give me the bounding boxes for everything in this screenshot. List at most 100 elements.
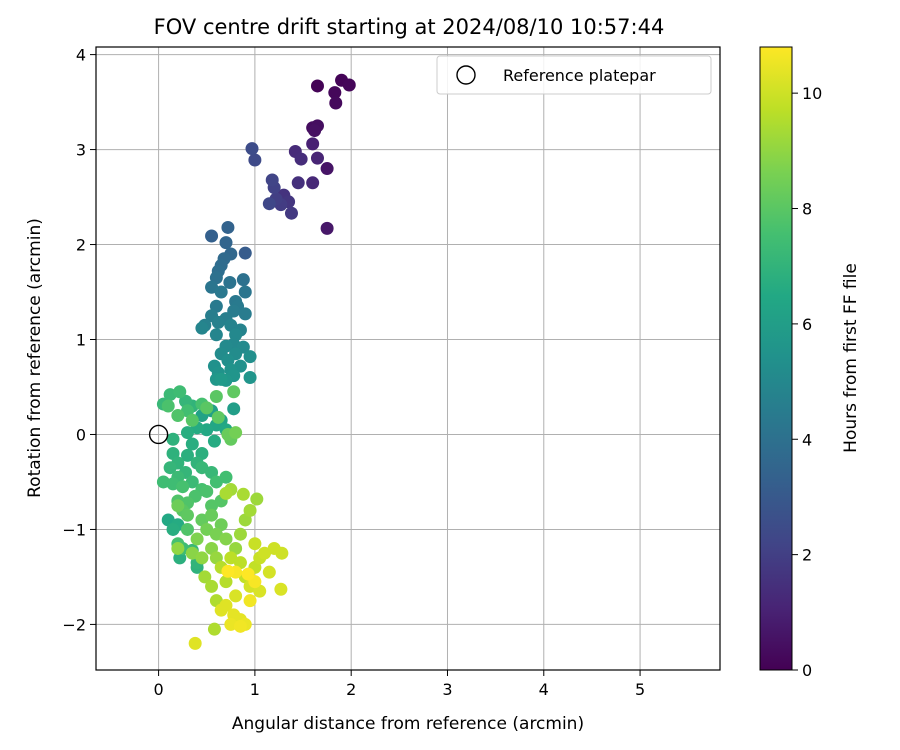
data-point xyxy=(190,532,204,546)
data-point xyxy=(291,176,305,190)
data-point xyxy=(265,173,279,187)
data-point xyxy=(274,582,288,596)
data-point xyxy=(163,461,177,475)
data-point xyxy=(219,575,233,589)
y-axis-label: Rotation from reference (arcmin) xyxy=(25,218,45,498)
y-tick-label: 4 xyxy=(76,46,86,65)
colorbar-label: Hours from first FF file xyxy=(841,263,861,453)
data-points xyxy=(156,73,356,650)
data-point xyxy=(236,273,250,287)
data-point xyxy=(224,617,238,631)
data-point xyxy=(195,321,209,335)
data-point xyxy=(173,385,187,399)
data-point xyxy=(320,221,334,235)
data-point xyxy=(219,532,233,546)
data-point xyxy=(180,448,194,462)
legend: Reference platepar xyxy=(436,55,712,95)
colorbar-tick-label: 8 xyxy=(802,200,812,219)
data-point xyxy=(258,546,272,560)
data-point xyxy=(200,522,214,536)
data-point xyxy=(198,570,212,584)
data-point xyxy=(328,86,342,100)
legend-reference-marker xyxy=(456,65,476,85)
data-point xyxy=(188,636,202,650)
data-point xyxy=(221,220,235,234)
data-point xyxy=(238,285,252,299)
data-point xyxy=(262,197,276,211)
plot-frame xyxy=(95,46,721,671)
y-tick-label: 3 xyxy=(76,141,86,160)
data-point xyxy=(207,622,221,636)
x-axis-ticks: 0 1 2 3 4 5 xyxy=(153,670,645,699)
data-point xyxy=(207,434,221,448)
data-point xyxy=(243,370,257,384)
data-point xyxy=(209,328,223,342)
data-point xyxy=(221,564,235,578)
data-point xyxy=(241,567,255,581)
data-point xyxy=(308,124,322,138)
data-point xyxy=(185,437,199,451)
reference-marker xyxy=(148,424,169,445)
data-point xyxy=(180,508,194,522)
x-tick-label: 4 xyxy=(539,680,549,699)
data-point xyxy=(243,350,257,364)
x-tick-label: 3 xyxy=(442,680,452,699)
data-point xyxy=(185,475,199,489)
data-point xyxy=(185,546,199,560)
data-point xyxy=(238,246,252,260)
data-point xyxy=(233,527,247,541)
data-point xyxy=(306,137,320,151)
colorbar-tick-label: 2 xyxy=(802,546,812,565)
grid xyxy=(96,47,720,670)
data-point xyxy=(211,410,225,424)
data-point xyxy=(243,594,257,608)
colorbar: 0 2 4 6 8 10 Hours from first FF file xyxy=(759,46,861,680)
data-point xyxy=(248,537,262,551)
data-point xyxy=(209,475,223,489)
data-point xyxy=(262,565,276,579)
data-point xyxy=(236,487,250,501)
data-point xyxy=(166,522,180,536)
y-tick-label: −2 xyxy=(62,615,86,634)
data-point xyxy=(219,598,233,612)
data-point xyxy=(219,236,233,250)
data-point xyxy=(219,470,233,484)
x-tick-label: 0 xyxy=(153,680,163,699)
plot-background xyxy=(96,47,720,670)
data-point xyxy=(211,315,225,329)
data-point xyxy=(209,527,223,541)
data-point xyxy=(284,206,298,220)
data-point xyxy=(200,484,214,498)
data-point xyxy=(229,589,243,603)
data-point xyxy=(224,551,238,565)
data-point xyxy=(200,423,214,437)
data-point xyxy=(214,285,228,299)
data-point xyxy=(238,307,252,321)
colorbar-tick-label: 6 xyxy=(802,315,812,334)
colorbar-tick-label: 4 xyxy=(802,430,812,449)
data-point xyxy=(171,408,185,422)
data-point xyxy=(185,413,199,427)
colorbar-gradient xyxy=(759,46,793,671)
data-point xyxy=(329,96,343,110)
data-point xyxy=(310,151,324,165)
data-point xyxy=(176,480,190,494)
data-point xyxy=(229,426,243,440)
x-tick-label: 1 xyxy=(250,680,260,699)
data-point xyxy=(205,499,219,513)
data-point xyxy=(227,385,241,399)
data-point xyxy=(200,401,214,415)
data-point xyxy=(227,402,241,416)
y-tick-label: 1 xyxy=(76,331,86,350)
plot-area: 0 1 2 3 4 5 −2 −1 0 1 2 3 4 xyxy=(62,46,721,699)
data-point xyxy=(320,162,334,176)
y-tick-label: −1 xyxy=(62,520,86,539)
colorbar-tick-label: 0 xyxy=(802,661,812,680)
data-point xyxy=(250,492,264,506)
data-point xyxy=(306,176,320,190)
legend-box xyxy=(436,55,712,95)
data-point xyxy=(243,503,257,517)
data-point xyxy=(205,579,219,593)
data-point xyxy=(205,508,219,522)
